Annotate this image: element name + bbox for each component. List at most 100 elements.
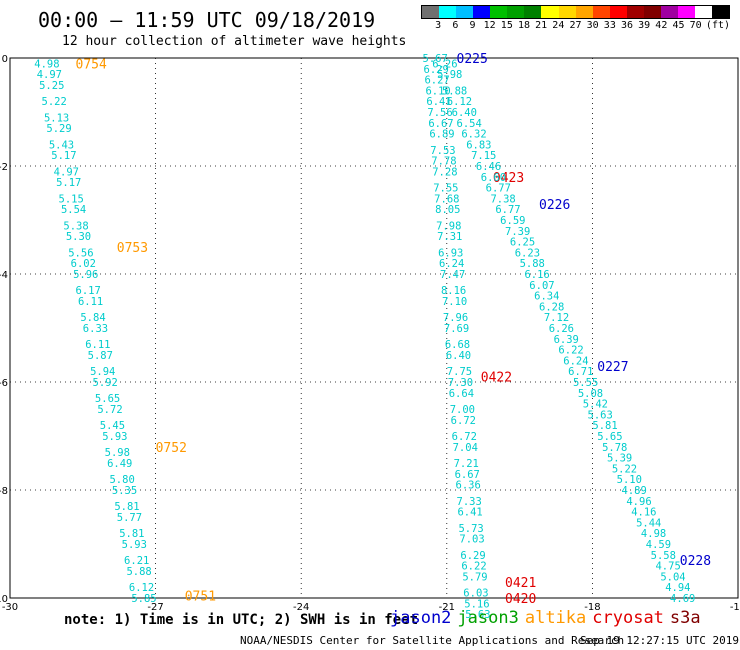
- data-point-label: 7.00: [450, 404, 475, 416]
- x-tick-label: -30: [2, 602, 18, 613]
- data-point-label: 5.04: [660, 571, 685, 583]
- color-swatch: [507, 6, 525, 18]
- data-point-label: 7.69: [444, 323, 469, 335]
- y-tick-label: -8: [0, 486, 8, 497]
- data-point-label: 4.75: [655, 561, 680, 573]
- data-point-label: 6.77: [495, 204, 520, 216]
- data-point-label: 5.94: [90, 366, 115, 378]
- data-point-label: 6.23: [515, 247, 540, 259]
- data-point-label: 5.13: [44, 112, 69, 124]
- color-scale-tick: 30: [586, 20, 599, 31]
- x-tick-label: -24: [293, 602, 309, 613]
- data-point-label: 5.17: [56, 177, 81, 189]
- data-point-label: 6.29: [460, 550, 485, 562]
- data-point-label: 7.10: [442, 296, 467, 308]
- data-point-label: 6.21: [124, 555, 149, 567]
- data-point-label: 5.54: [61, 204, 86, 216]
- y-tick-label: -10: [0, 594, 8, 605]
- data-point-label: 7.68: [434, 193, 459, 205]
- data-point-label: 5.88: [520, 258, 545, 270]
- data-point-label: 5.84: [80, 312, 105, 324]
- data-point-label: 4.96: [626, 496, 651, 508]
- data-point-label: 6.33: [83, 323, 108, 335]
- data-point-label: 5.35: [112, 485, 137, 497]
- pass-time-label: 0226: [539, 198, 570, 213]
- data-point-label: 6.77: [486, 183, 511, 195]
- data-point-label: 5.29: [46, 123, 71, 135]
- data-point-label: 7.78: [431, 156, 456, 168]
- color-swatch: [490, 6, 508, 18]
- data-point-label: 6.67: [455, 469, 480, 481]
- data-point-label: 4.69: [670, 593, 695, 605]
- data-point-label: 6.12: [129, 582, 154, 594]
- data-point-label: 5.17: [51, 150, 76, 162]
- data-point-label: 5.65: [597, 431, 622, 443]
- data-point-label: 5.63: [588, 409, 613, 421]
- legend-s3a: s3a: [669, 608, 701, 628]
- color-scale-tick: 9: [469, 20, 476, 31]
- data-point-label: 5.55: [573, 377, 598, 389]
- color-scale-tick: 3: [435, 20, 442, 31]
- data-point-label: 4.98: [641, 528, 666, 540]
- data-point-label: 8.05: [435, 204, 460, 216]
- data-point-label: 6.67: [428, 118, 453, 130]
- color-scale-tick: 36: [620, 20, 634, 31]
- data-point-label: 5.42: [583, 399, 608, 411]
- data-point-label: 6.72: [452, 431, 477, 443]
- data-point-label: 6.10: [425, 85, 450, 97]
- color-swatch: [592, 6, 610, 18]
- data-point-label: 5.98: [437, 69, 462, 81]
- color-swatch: [609, 6, 627, 18]
- color-scale-tick: 42: [655, 20, 668, 31]
- data-point-label: 5.80: [109, 474, 134, 486]
- data-point-label: 4.98: [34, 58, 59, 70]
- credit-line: NOAA/NESDIS Center for Satellite Applica…: [240, 634, 625, 647]
- data-point-label: 7.75: [447, 366, 472, 378]
- data-point-label: 6.22: [558, 345, 583, 357]
- data-point-label: 7.55: [433, 183, 458, 195]
- color-scale-bar: [421, 5, 730, 19]
- timestamp: Sep 19 12:27:15 UTC 2019: [580, 634, 739, 647]
- data-point-label: 7.38: [490, 193, 515, 205]
- data-point-label: 7.21: [454, 458, 479, 470]
- pass-time-label: 0751: [185, 589, 216, 604]
- color-scale-tick: 24: [552, 20, 565, 31]
- data-point-label: 6.12: [447, 96, 472, 108]
- data-point-label: 7.15: [471, 150, 496, 162]
- pass-time-label: 0225: [457, 52, 488, 67]
- data-point-label: 5.58: [651, 550, 676, 562]
- data-point-label: 6.68: [445, 339, 470, 351]
- pass-time-label: 0752: [156, 441, 187, 456]
- data-point-label: 6.26: [549, 323, 574, 335]
- data-point-label: 7.03: [459, 534, 484, 546]
- y-tick-label: -2: [0, 162, 8, 173]
- data-point-label: 4.59: [646, 539, 671, 551]
- data-point-label: 6.60: [481, 172, 506, 184]
- data-point-label: 5.30: [66, 231, 91, 243]
- chart-subtitle: 12 hour collection of altimeter wave hei…: [62, 34, 407, 49]
- color-swatch: [473, 6, 491, 18]
- color-scale-ticks: 3 6 9 12 15 18 21 24 27 30 33 36 39 42 45 70 (ft): [421, 20, 730, 34]
- data-point-label: 6.03: [463, 588, 488, 600]
- data-point-label: 6.11: [78, 296, 103, 308]
- color-swatch: [524, 6, 542, 18]
- data-point-label: 5.98: [105, 447, 130, 459]
- color-swatch: [456, 6, 474, 18]
- color-scale-tick: 39: [638, 20, 651, 31]
- color-scale-tick: 18: [517, 20, 531, 31]
- x-tick-label: -15: [730, 602, 740, 613]
- data-point-label: 5.15: [59, 193, 84, 205]
- data-point-label: 6.36: [456, 480, 481, 492]
- data-point-label: 5.22: [612, 463, 637, 475]
- data-point-label: 5.63: [465, 609, 490, 621]
- data-point-label: 5.38: [63, 220, 88, 232]
- color-scale-unit: (ft): [705, 20, 731, 31]
- data-point-label: 6.40: [446, 350, 471, 362]
- legend-cryosat: cryosat: [592, 608, 664, 628]
- data-point-label: 5.88: [442, 85, 467, 97]
- data-point-label: 5.78: [602, 442, 627, 454]
- data-point-label: 5.56: [68, 247, 93, 259]
- data-point-label: 7.96: [443, 312, 468, 324]
- data-point-label: 6.16: [524, 269, 549, 281]
